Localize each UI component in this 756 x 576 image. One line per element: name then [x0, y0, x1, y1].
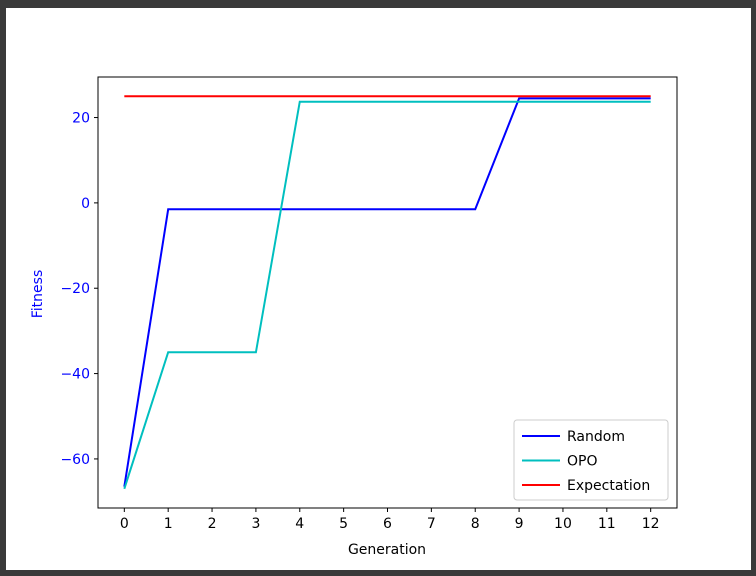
x-tick-label: 6 [383, 516, 392, 532]
y-tick-label: 20 [72, 111, 90, 127]
legend-label-random: Random [567, 429, 625, 445]
y-tick-label: −60 [60, 452, 90, 468]
x-tick-label: 12 [642, 516, 660, 532]
legend: Random OPO Expectation [513, 419, 669, 501]
x-tick-label: 3 [251, 516, 260, 532]
x-tick-label: 7 [427, 516, 436, 532]
x-tick-label: 11 [598, 516, 616, 532]
x-tick-label: 0 [120, 516, 129, 532]
y-axis-label: Fitness [30, 270, 46, 319]
x-tick-label: 9 [515, 516, 524, 532]
x-tick-label: 1 [164, 516, 173, 532]
y-tick-label: 0 [81, 196, 90, 212]
series-line-random [123, 97, 651, 487]
x-tick-label: 10 [554, 516, 572, 532]
x-tick-label: 5 [339, 516, 348, 532]
legend-label-expectation: Expectation [567, 478, 650, 494]
legend-box [513, 419, 669, 501]
legend-label-opo: OPO [567, 454, 597, 470]
series-line-opo [123, 100, 651, 490]
x-tick-label: 8 [471, 516, 480, 532]
x-tick-label: 2 [208, 516, 217, 532]
figure-window: 0 1 2 3 4 5 6 7 8 9 10 11 12 20 0 −20 −40 −60 Generation … [6, 8, 751, 570]
y-tick-label: −40 [60, 367, 90, 383]
y-tick-label: −20 [60, 281, 90, 297]
x-tick-label: 4 [295, 516, 304, 532]
x-axis-label: Generation [348, 542, 426, 558]
